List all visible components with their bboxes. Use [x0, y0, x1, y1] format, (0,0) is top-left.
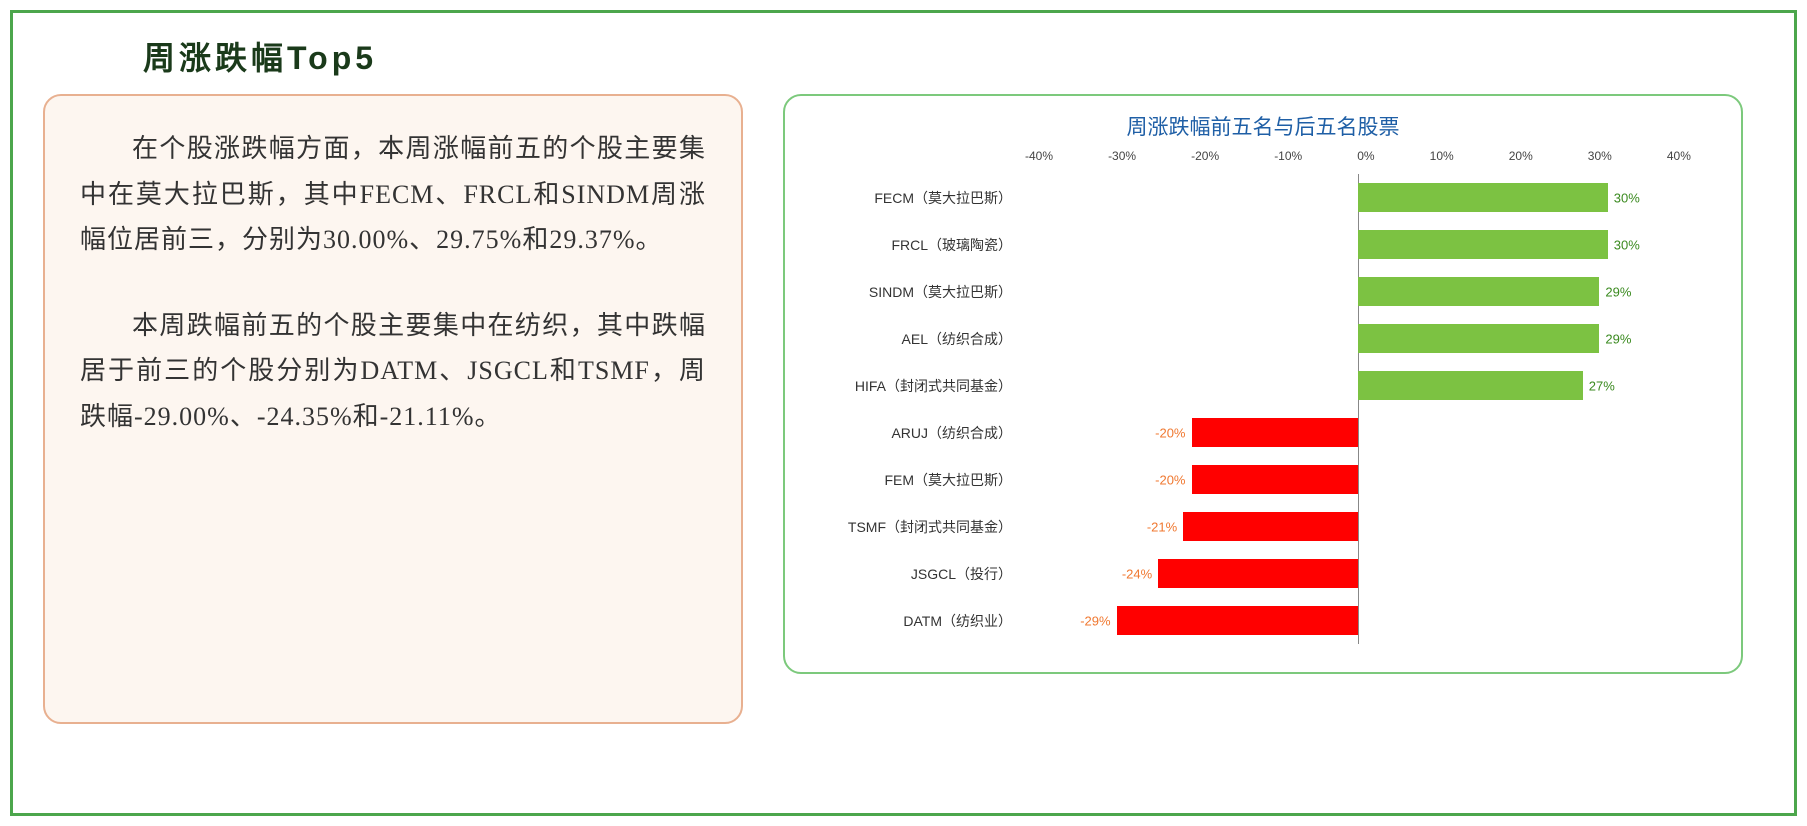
bar-row: FRCL（玻璃陶瓷） 30% [805, 221, 1721, 268]
bar-value: -29% [1080, 613, 1110, 628]
bar-zone: 30% [1025, 174, 1691, 221]
bar-row: ARUJ（纺织合成） -20% [805, 409, 1721, 456]
chart-area: -40% -30% -20% -10% 0% 10% 20% 30% 40% FECM（莫大拉巴… [805, 149, 1721, 649]
bar-zone: 29% [1025, 315, 1691, 362]
x-tick-label: 10% [1430, 149, 1454, 169]
bar-label: JSGCL（投行） [805, 564, 1020, 584]
x-tick-label: 20% [1509, 149, 1533, 169]
bar-label: TSMF（封闭式共同基金） [805, 517, 1020, 537]
x-tick-label: -20% [1191, 149, 1219, 169]
page-title: 周涨跌幅Top5 [143, 33, 1764, 79]
bar-value: 30% [1614, 237, 1640, 252]
x-axis-labels: -40% -30% -20% -10% 0% 10% 20% 30% 40% [1025, 149, 1691, 169]
zero-line [1358, 503, 1359, 550]
bar-value: -21% [1147, 519, 1177, 534]
bar-value: 29% [1605, 284, 1631, 299]
x-tick-label: 40% [1667, 149, 1691, 169]
zero-line [1358, 409, 1359, 456]
bar [1117, 606, 1358, 635]
bar-zone: 30% [1025, 221, 1691, 268]
bar-label: FRCL（玻璃陶瓷） [805, 235, 1020, 255]
zero-line [1358, 597, 1359, 644]
bar-row: TSMF（封闭式共同基金） -21% [805, 503, 1721, 550]
bar-zone: -20% [1025, 456, 1691, 503]
bar-label: HIFA（封闭式共同基金） [805, 376, 1020, 396]
bar-row: HIFA（封闭式共同基金） 27% [805, 362, 1721, 409]
bar [1183, 512, 1358, 541]
bar-row: DATM（纺织业） -29% [805, 597, 1721, 644]
bar-label: SINDM（莫大拉巴斯） [805, 282, 1020, 302]
bar-label: FEM（莫大拉巴斯） [805, 470, 1020, 490]
bar [1358, 277, 1599, 306]
text-panel: 在个股涨跌幅方面，本周涨幅前五的个股主要集中在莫大拉巴斯，其中FECM、FRCL… [43, 94, 743, 724]
bar [1358, 371, 1583, 400]
bar-value: -20% [1155, 425, 1185, 440]
bar-row: JSGCL（投行） -24% [805, 550, 1721, 597]
content-row: 在个股涨跌幅方面，本周涨幅前五的个股主要集中在莫大拉巴斯，其中FECM、FRCL… [43, 94, 1764, 724]
bars-container: FECM（莫大拉巴斯） 30% FRCL（玻璃陶瓷） 30% SINDM（莫大拉巴斯） 2… [805, 174, 1721, 649]
zero-line [1358, 550, 1359, 597]
bar-zone: -20% [1025, 409, 1691, 456]
x-tick-label: 30% [1588, 149, 1612, 169]
paragraph-2: 本周跌幅前五的个股主要集中在纺织，其中跌幅居于前三的个股分别为DATM、JSGC… [80, 303, 706, 440]
bar-label: AEL（纺织合成） [805, 329, 1020, 349]
bar-value: 29% [1605, 331, 1631, 346]
bar-row: FEM（莫大拉巴斯） -20% [805, 456, 1721, 503]
x-tick-label: 0% [1357, 149, 1374, 169]
outer-border: 周涨跌幅Top5 在个股涨跌幅方面，本周涨幅前五的个股主要集中在莫大拉巴斯，其中… [10, 10, 1797, 816]
bar-row: FECM（莫大拉巴斯） 30% [805, 174, 1721, 221]
bar-zone: 27% [1025, 362, 1691, 409]
bar [1192, 418, 1359, 447]
bar-value: 30% [1614, 190, 1640, 205]
bar-zone: -24% [1025, 550, 1691, 597]
bar-row: SINDM（莫大拉巴斯） 29% [805, 268, 1721, 315]
bar-value: -20% [1155, 472, 1185, 487]
bar-value: -24% [1122, 566, 1152, 581]
x-tick-label: -10% [1274, 149, 1302, 169]
bar-label: FECM（莫大拉巴斯） [805, 188, 1020, 208]
bar [1358, 183, 1608, 212]
bar [1358, 324, 1599, 353]
bar-label: ARUJ（纺织合成） [805, 423, 1020, 443]
zero-line [1358, 456, 1359, 503]
bar-zone: -21% [1025, 503, 1691, 550]
x-tick-label: -40% [1025, 149, 1053, 169]
bar [1158, 559, 1358, 588]
chart-title: 周涨跌幅前五名与后五名股票 [805, 111, 1721, 141]
bar [1358, 230, 1608, 259]
paragraph-1: 在个股涨跌幅方面，本周涨幅前五的个股主要集中在莫大拉巴斯，其中FECM、FRCL… [80, 126, 706, 263]
bar-label: DATM（纺织业） [805, 611, 1020, 631]
bar-value: 27% [1589, 378, 1615, 393]
chart-panel: 周涨跌幅前五名与后五名股票 -40% -30% -20% -10% 0% 10% 20% 30… [783, 94, 1743, 674]
x-tick-label: -30% [1108, 149, 1136, 169]
bar [1192, 465, 1359, 494]
bar-row: AEL（纺织合成） 29% [805, 315, 1721, 362]
bar-zone: 29% [1025, 268, 1691, 315]
bar-zone: -29% [1025, 597, 1691, 644]
